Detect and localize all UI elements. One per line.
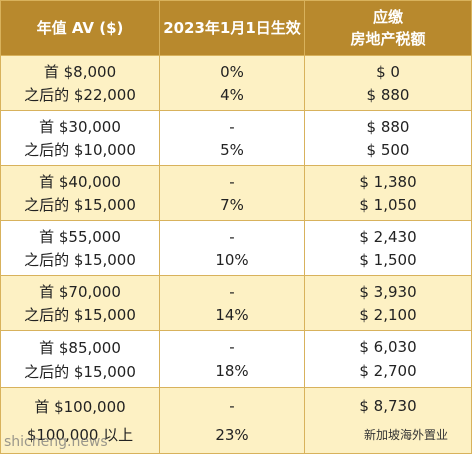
cell-text: 23% xyxy=(215,425,249,444)
cell-text: - xyxy=(229,172,235,191)
cell-text: $ 1,500 xyxy=(359,250,417,269)
header-cell: 应缴 房地产税额 xyxy=(305,0,472,56)
table-cell: 首 $55,000 之后的 $15,000 xyxy=(0,221,160,276)
cell-text: 0% xyxy=(220,62,244,81)
table-cell: - 14% xyxy=(160,276,305,331)
cell-text: 7% xyxy=(220,195,244,214)
table-cell: $ 8,730 xyxy=(305,388,472,454)
table-cell: 首 $85,000 之后的 $15,000 xyxy=(0,331,160,388)
cell-text: 之后的 $22,000 xyxy=(24,86,136,104)
table-cell: - 5% xyxy=(160,111,305,166)
watermark: 新加坡海外置业 xyxy=(364,428,449,442)
cell-text: 首 $70,000 xyxy=(39,283,121,301)
cell-text: 之后的 $15,000 xyxy=(24,306,136,324)
table-cell: $ 880 $ 500 xyxy=(305,111,472,166)
cell-text: 之后的 $15,000 xyxy=(24,362,136,381)
table-cell: - 7% xyxy=(160,166,305,221)
cell-text: 年值 AV ($) xyxy=(36,19,124,37)
cell-text: 首 $100,000 xyxy=(34,397,126,416)
cell-text: $ 2,100 xyxy=(359,305,417,324)
cell-text: $ 0 xyxy=(376,62,400,81)
cell-text: $ 2,700 xyxy=(359,362,417,380)
table-cell: 首 $100,000 $100,000 以上 xyxy=(0,388,160,454)
cell-text: 18% xyxy=(215,362,249,380)
table-cell: $ 3,930 $ 2,100 xyxy=(305,276,472,331)
cell-text: 10% xyxy=(215,250,249,269)
table-cell: $ 2,430 $ 1,500 xyxy=(305,221,472,276)
table-cell: $ 0 $ 880 xyxy=(305,56,472,111)
table-cell: - 23% xyxy=(160,388,305,454)
cell-text: 首 $30,000 xyxy=(39,118,121,136)
table-cell: - 18% xyxy=(160,331,305,388)
table-cell: $ 1,380 $ 1,050 xyxy=(305,166,472,221)
table-cell: 首 $30,000 之后的 $10,000 xyxy=(0,111,160,166)
table-cell: $ 6,030 $ 2,700 xyxy=(305,331,472,388)
cell-text: $ 2,430 xyxy=(359,227,417,246)
cell-text: 5% xyxy=(220,140,244,159)
cell-text: 之后的 $15,000 xyxy=(24,196,136,214)
cell-text: $ 880 xyxy=(366,85,410,104)
cell-text: $ 1,380 xyxy=(359,172,417,191)
table-cell: 首 $70,000 之后的 $15,000 xyxy=(0,276,160,331)
cell-text: $ 8,730 xyxy=(359,397,417,416)
cell-text: - xyxy=(229,397,235,416)
cell-text: 14% xyxy=(215,305,249,324)
table-cell: 0% 4% xyxy=(160,56,305,111)
cell-text: - xyxy=(229,117,235,136)
cell-text: - xyxy=(229,338,235,356)
cell-text: - xyxy=(229,227,235,246)
table-cell: - 10% xyxy=(160,221,305,276)
cell-text: 房地产税额 xyxy=(350,30,426,48)
cell-text: $ 1,050 xyxy=(359,195,417,214)
cell-text: $ 880 xyxy=(366,117,410,136)
cell-text: $ 500 xyxy=(366,140,410,159)
cell-text: 之后的 $10,000 xyxy=(24,141,136,159)
cell-text: 首 $40,000 xyxy=(39,173,121,191)
watermark: shicheng.news xyxy=(4,434,108,450)
cell-text: 2023年1月1日生效 xyxy=(163,19,301,37)
cell-text: 应缴 xyxy=(372,8,403,26)
table-cell: 首 $40,000 之后的 $15,000 xyxy=(0,166,160,221)
header-cell: 2023年1月1日生效 xyxy=(160,0,305,56)
cell-text: 4% xyxy=(220,85,244,104)
cell-text: 之后的 $15,000 xyxy=(24,251,136,269)
cell-text: 首 $85,000 xyxy=(39,338,121,357)
cell-text: $ 3,930 xyxy=(359,282,417,301)
cell-text: 首 $8,000 xyxy=(43,63,117,81)
header-cell: 年值 AV ($) xyxy=(0,0,160,56)
table-cell: 首 $8,000 之后的 $22,000 xyxy=(0,56,160,111)
cell-text: $ 6,030 xyxy=(359,338,417,356)
cell-text: - xyxy=(229,282,235,301)
cell-text: $100,000 以上 xyxy=(26,426,134,445)
cell-text: 首 $55,000 xyxy=(39,228,121,246)
